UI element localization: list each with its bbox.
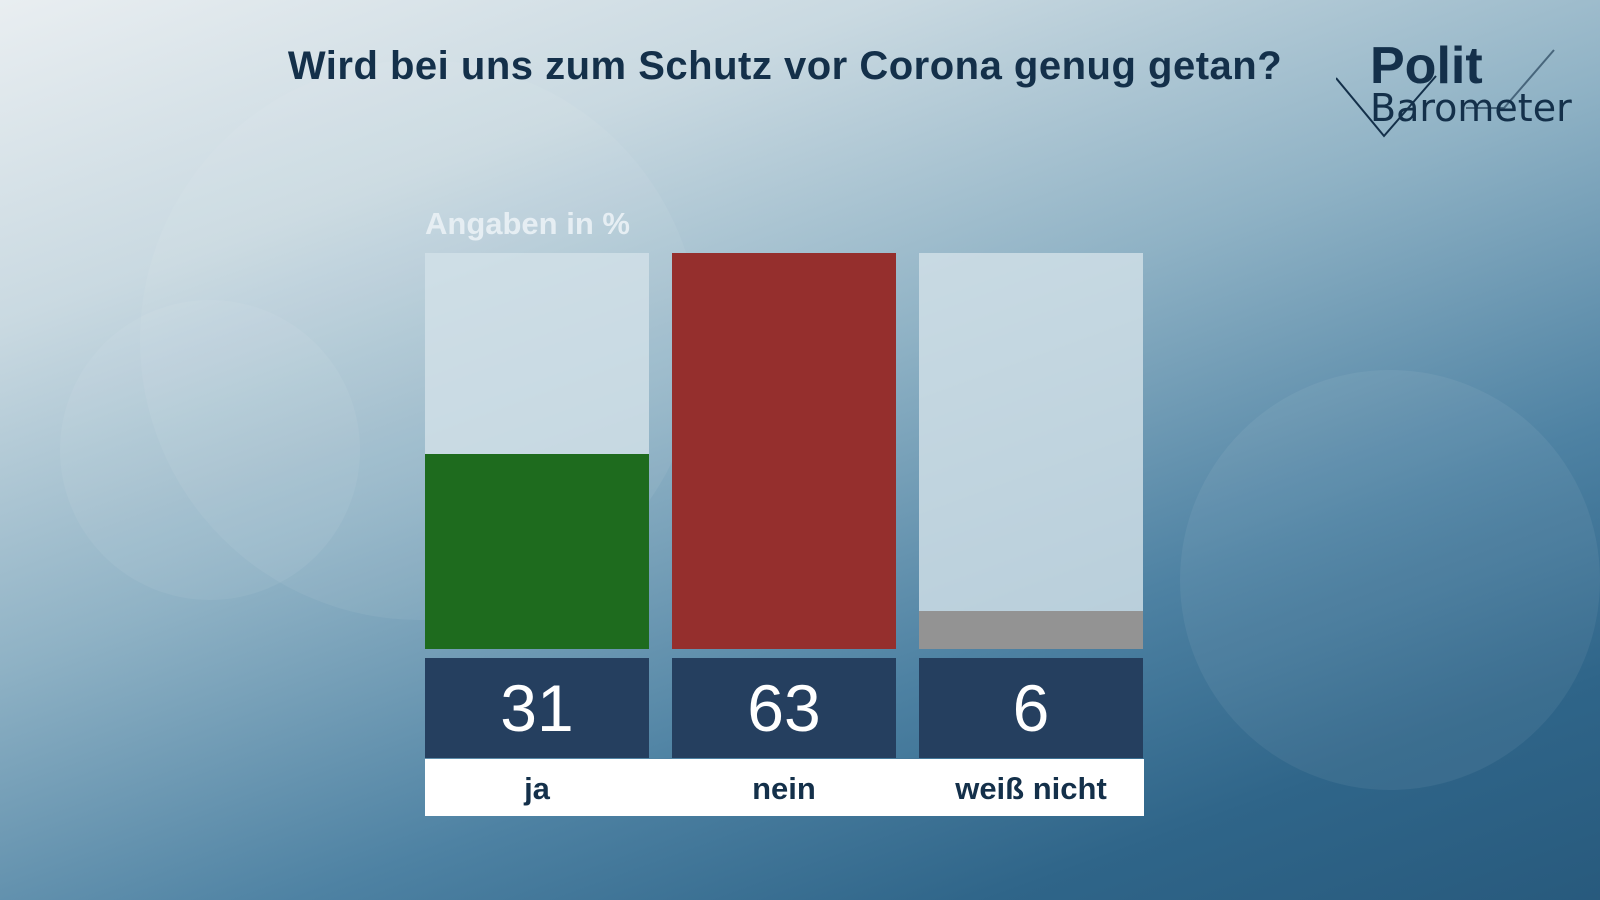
- data-label: 6: [919, 658, 1143, 758]
- data-label: 31: [425, 658, 649, 758]
- data-label: 63: [672, 658, 896, 758]
- background-virus-shape: [1180, 370, 1600, 790]
- unit-label: Angaben in %: [425, 206, 630, 241]
- category-label-strip: [425, 759, 1144, 816]
- politbarometer-logo: Polit Barometer: [1336, 36, 1572, 146]
- category-label: ja: [524, 771, 550, 806]
- logo-text-barometer: Barometer: [1370, 86, 1572, 130]
- bar: [919, 611, 1143, 649]
- bar-track: [425, 253, 649, 649]
- logo-text-polit: Polit: [1370, 37, 1483, 95]
- bar: [425, 454, 649, 649]
- category-label: nein: [752, 771, 816, 806]
- category-label: weiß nicht: [955, 771, 1107, 806]
- chart-title: Wird bei uns zum Schutz vor Corona genug…: [287, 44, 1283, 88]
- checkmark-icon: [1336, 49, 1555, 138]
- bar-track: [919, 253, 1143, 649]
- background-virus-shape: [60, 300, 360, 600]
- bar-track: [672, 253, 896, 649]
- bar: [672, 253, 896, 649]
